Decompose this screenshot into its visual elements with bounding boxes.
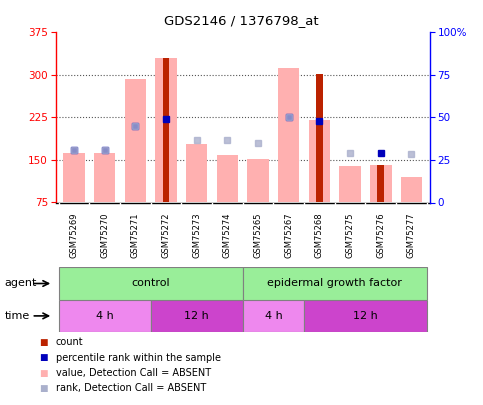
- Text: agent: agent: [5, 279, 37, 288]
- Bar: [125, 79, 146, 202]
- Text: GSM75277: GSM75277: [407, 212, 416, 258]
- Text: GSM75272: GSM75272: [161, 212, 170, 258]
- Bar: [163, 58, 170, 202]
- Text: ■: ■: [39, 353, 47, 362]
- Text: ■: ■: [39, 338, 47, 347]
- Text: GSM75268: GSM75268: [315, 212, 324, 258]
- Text: epidermal growth factor: epidermal growth factor: [267, 279, 402, 288]
- Text: 4 h: 4 h: [265, 311, 282, 321]
- Text: GSM75270: GSM75270: [100, 212, 109, 258]
- Text: time: time: [5, 311, 30, 321]
- Bar: [247, 159, 269, 202]
- Bar: [217, 156, 238, 202]
- Text: GSM75265: GSM75265: [254, 212, 263, 258]
- Text: percentile rank within the sample: percentile rank within the sample: [56, 353, 221, 362]
- Text: rank, Detection Call = ABSENT: rank, Detection Call = ABSENT: [56, 384, 206, 393]
- Text: ■: ■: [39, 369, 47, 377]
- Bar: [58, 300, 151, 332]
- Text: 12 h: 12 h: [353, 311, 378, 321]
- Text: GSM75269: GSM75269: [70, 212, 78, 258]
- Bar: [243, 300, 304, 332]
- Bar: [63, 153, 85, 202]
- Bar: [340, 166, 361, 202]
- Text: GSM75276: GSM75276: [376, 212, 385, 258]
- Bar: [304, 300, 427, 332]
- Bar: [401, 177, 422, 202]
- Bar: [186, 144, 207, 202]
- Bar: [151, 300, 243, 332]
- Bar: [94, 153, 115, 202]
- Text: ■: ■: [39, 384, 47, 393]
- Bar: [370, 165, 392, 202]
- Text: 4 h: 4 h: [96, 311, 114, 321]
- Text: 12 h: 12 h: [185, 311, 209, 321]
- Bar: [377, 165, 384, 202]
- Text: control: control: [131, 279, 170, 288]
- Text: GSM75275: GSM75275: [346, 212, 355, 258]
- Text: GSM75267: GSM75267: [284, 212, 293, 258]
- Bar: [278, 68, 299, 202]
- Bar: [155, 58, 177, 202]
- Bar: [309, 120, 330, 202]
- Text: GSM75273: GSM75273: [192, 212, 201, 258]
- Bar: [243, 267, 427, 300]
- Text: GDS2146 / 1376798_at: GDS2146 / 1376798_at: [164, 14, 319, 27]
- Text: count: count: [56, 337, 83, 347]
- Bar: [58, 267, 243, 300]
- Text: value, Detection Call = ABSENT: value, Detection Call = ABSENT: [56, 368, 211, 378]
- Bar: [316, 74, 323, 202]
- Text: GSM75271: GSM75271: [131, 212, 140, 258]
- Text: GSM75274: GSM75274: [223, 212, 232, 258]
